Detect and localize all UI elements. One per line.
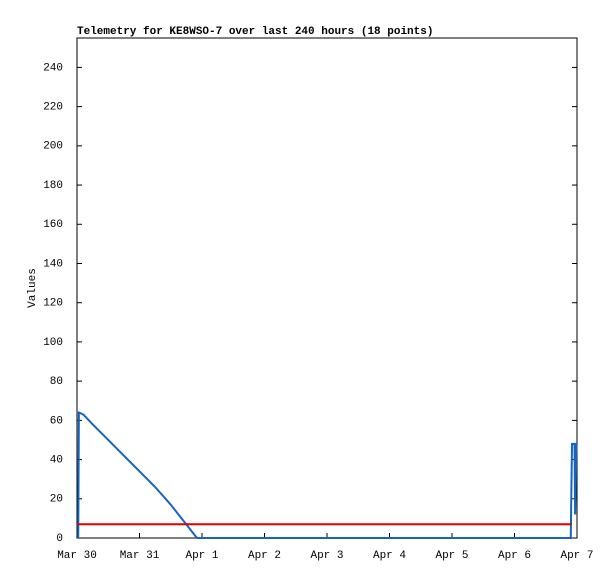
- chart-title: Telemetry for KE8WSO-7 over last 240 hou…: [77, 26, 433, 38]
- y-tick-label: 40: [50, 454, 63, 466]
- y-tick-label: 80: [50, 376, 63, 388]
- x-tick-label: Apr 7: [560, 550, 593, 562]
- y-tick-label: 100: [43, 337, 63, 349]
- x-tick-label: Apr 3: [310, 550, 343, 562]
- x-tick-label: Mar 30: [57, 550, 97, 562]
- series-line: [77, 410, 578, 539]
- y-axis-label: Values: [27, 268, 39, 308]
- y-tick-label: 200: [43, 141, 63, 153]
- y-tick-label: 140: [43, 258, 63, 270]
- y-tick-label: 180: [43, 180, 63, 192]
- x-tick-label: Apr 1: [185, 550, 218, 562]
- x-tick-label: Mar 31: [120, 550, 160, 562]
- y-tick-label: 60: [50, 415, 63, 427]
- y-tick-label: 240: [43, 62, 63, 74]
- x-tick-label: Apr 5: [435, 550, 468, 562]
- y-tick-label: 220: [43, 102, 63, 114]
- x-tick-label: Apr 2: [248, 550, 281, 562]
- x-tick-label: Apr 6: [498, 550, 531, 562]
- plot-frame: [76, 37, 578, 539]
- x-tick-label: Apr 4: [373, 550, 406, 562]
- y-tick-label: 20: [50, 494, 63, 506]
- y-tick-label: 160: [43, 219, 63, 231]
- y-tick-label: 0: [56, 533, 63, 545]
- y-tick-label: 120: [43, 298, 63, 310]
